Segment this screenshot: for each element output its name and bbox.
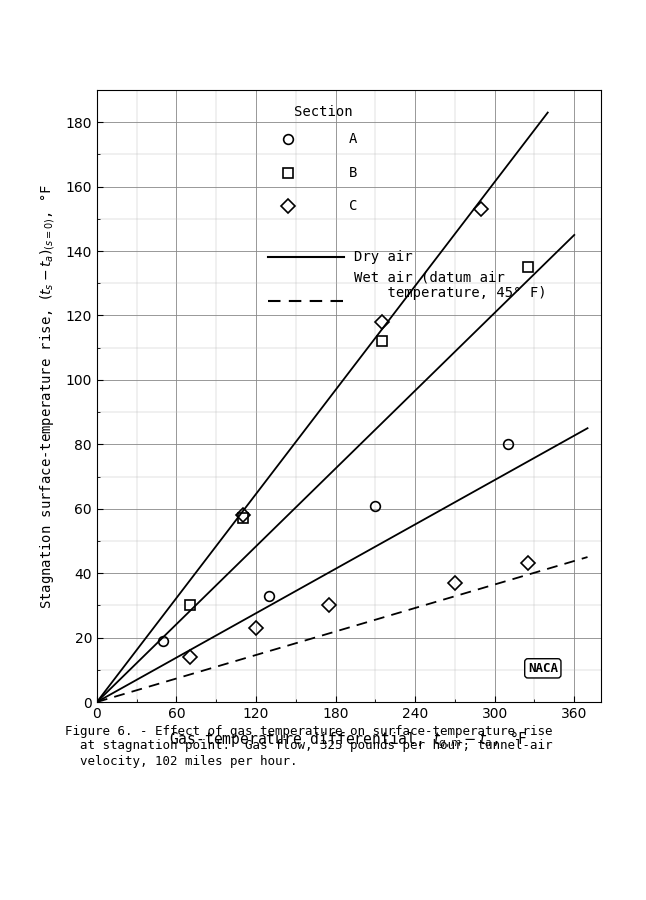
Text: Dry air: Dry air xyxy=(354,250,413,264)
Text: NACA: NACA xyxy=(528,662,558,675)
Y-axis label: Stagnation surface-temperature rise, $(t_s-t_a)_{(s=0)}$, °F: Stagnation surface-temperature rise, $(t… xyxy=(38,184,57,608)
Text: A: A xyxy=(349,132,357,146)
Text: Section: Section xyxy=(295,105,353,120)
Text: Figure 6. - Effect of gas temperature on surface-temperature rise
  at stagnatio: Figure 6. - Effect of gas temperature on… xyxy=(65,724,552,768)
Text: B: B xyxy=(349,166,357,180)
Text: Wet air (datum air
    temperature, 45° F): Wet air (datum air temperature, 45° F) xyxy=(354,270,547,301)
Text: C: C xyxy=(349,199,357,213)
X-axis label: Gas-temperature differential, $t_{g,m}-t_a$, °F: Gas-temperature differential, $t_{g,m}-t… xyxy=(169,729,528,751)
